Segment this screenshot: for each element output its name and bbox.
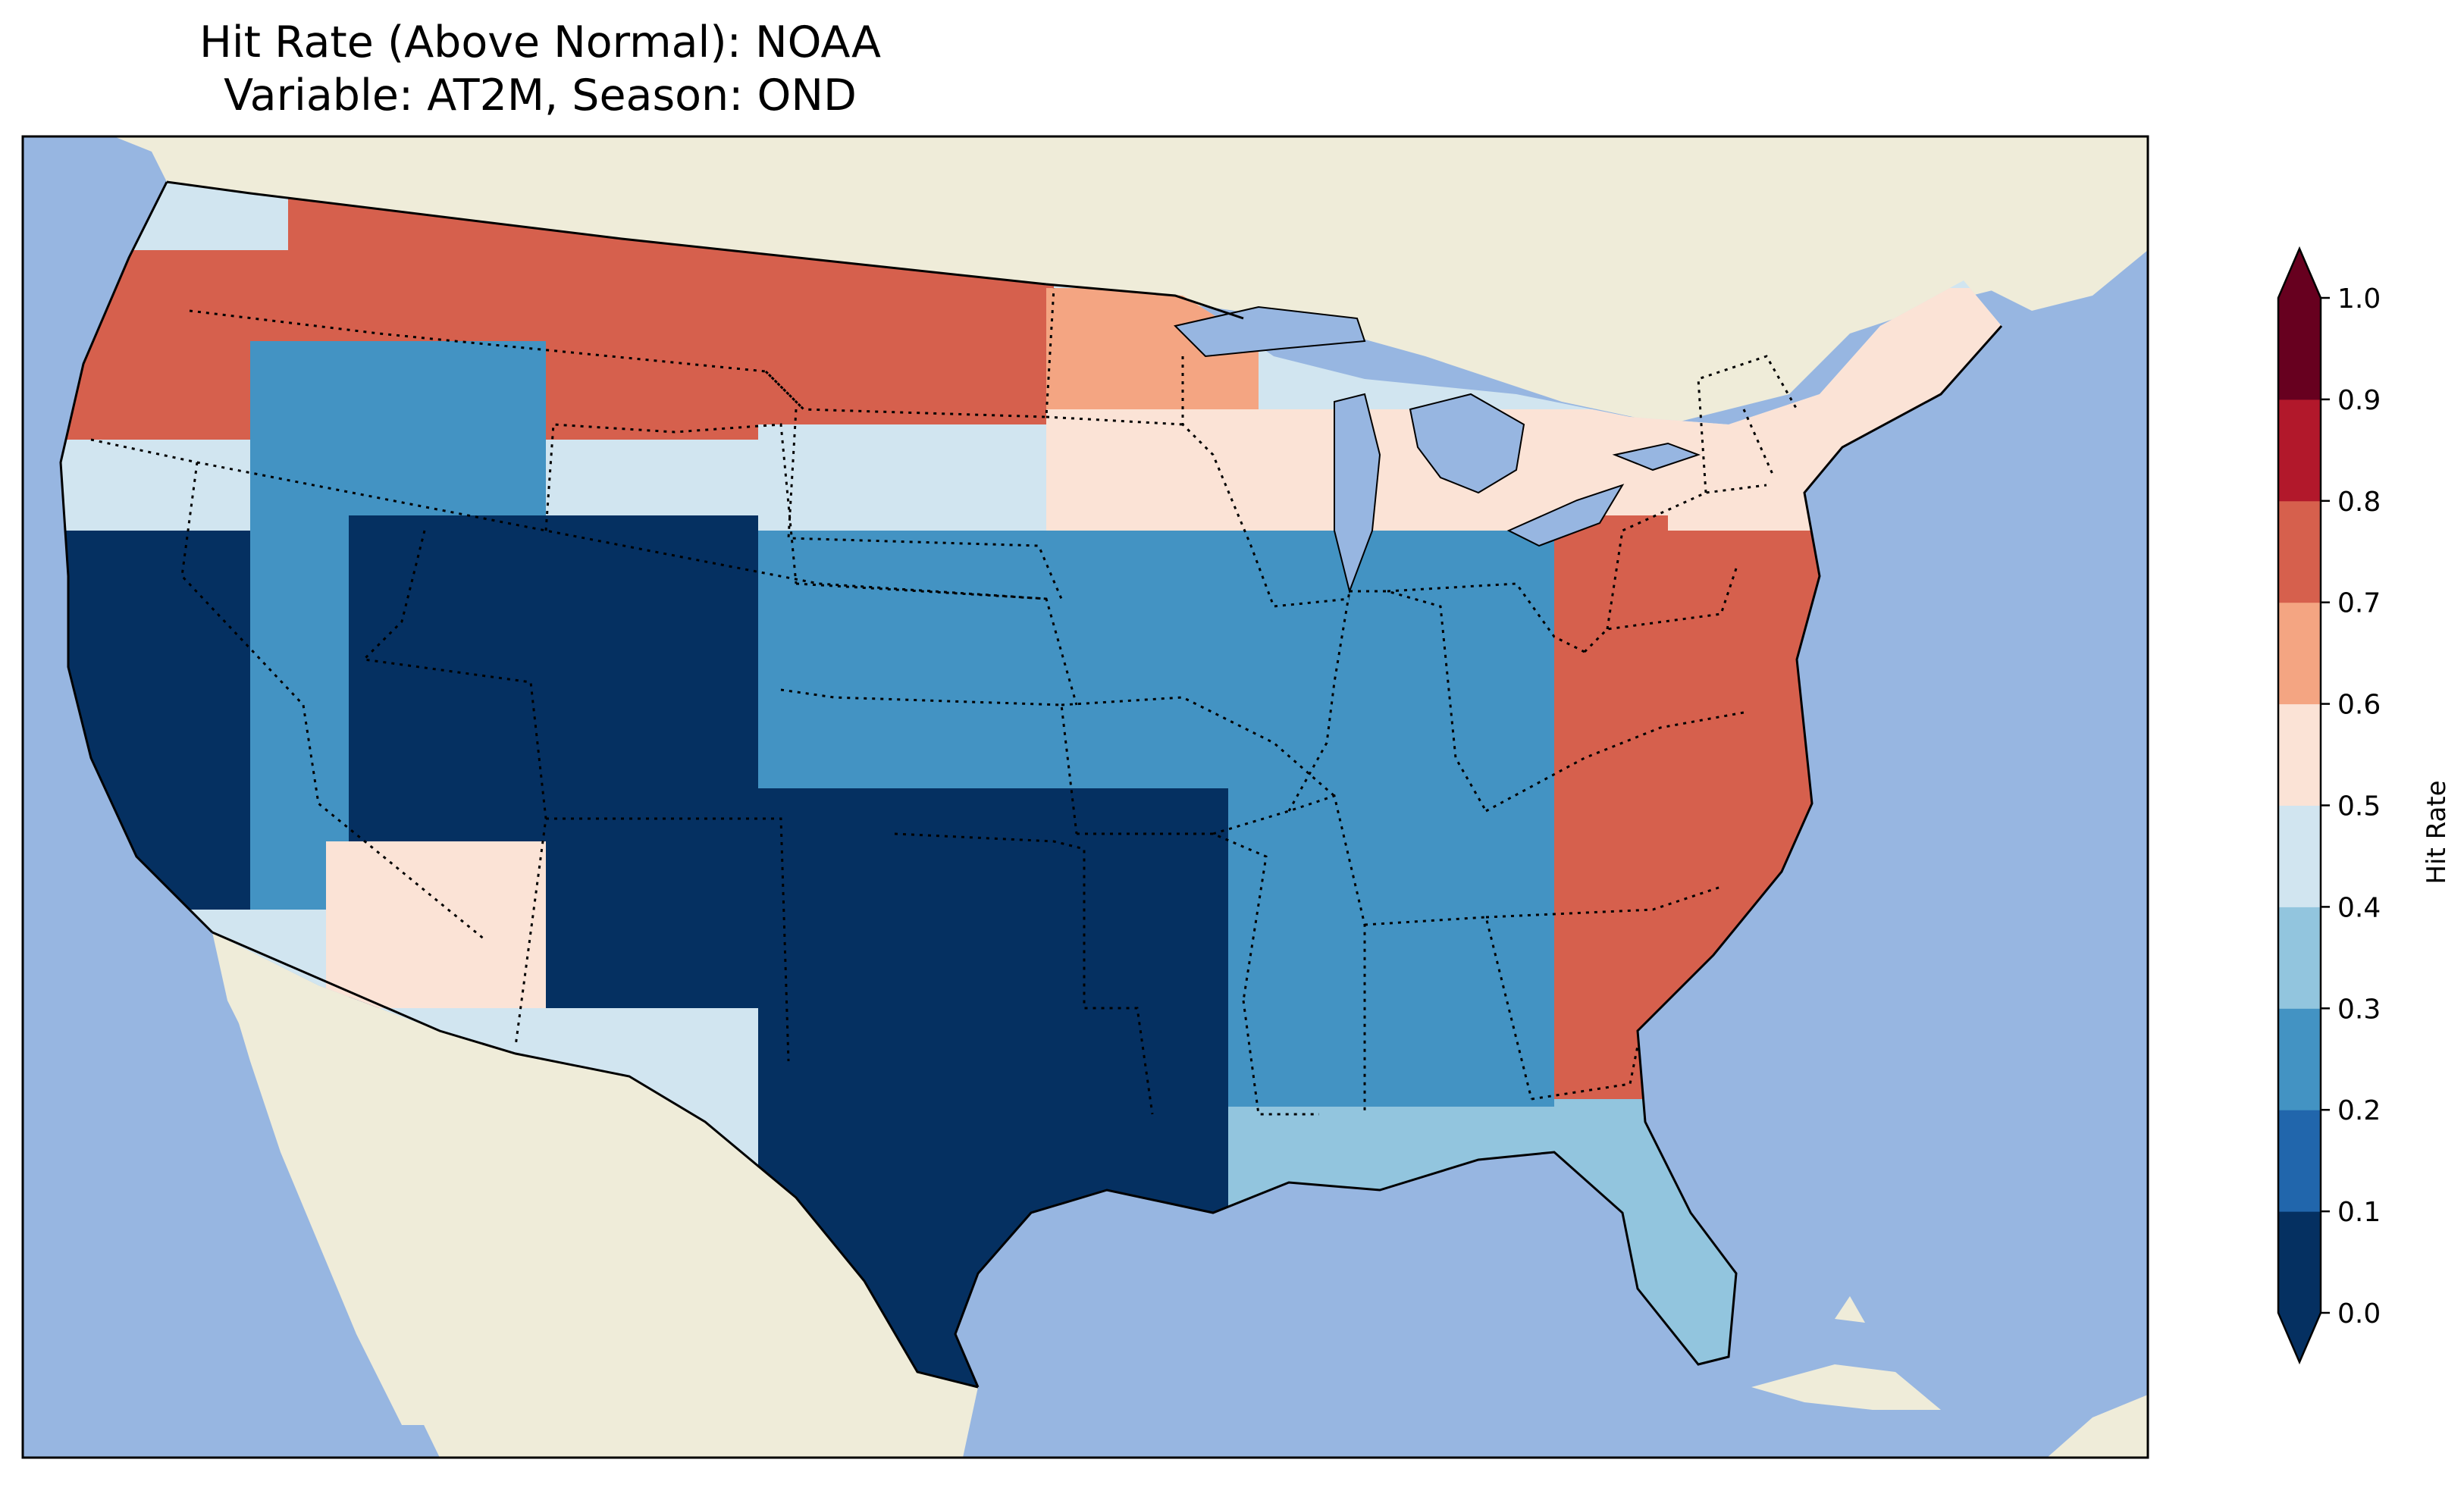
colorbar-bin [2278, 703, 2321, 806]
map-title-line-1: Hit Rate (Above Normal): NOAA [199, 17, 882, 67]
colorbar-tick-label: 0.9 [2337, 385, 2381, 416]
colorbar-tick-label: 0.7 [2337, 588, 2381, 619]
hit-rate-region [326, 841, 546, 1008]
colorbar-extend-max-arrow [2278, 249, 2321, 298]
baja-california-land [227, 947, 425, 1425]
colorbar-bin [2278, 602, 2321, 705]
colorbar-bin [2278, 500, 2321, 603]
colorbar-tick-label: 0.0 [2337, 1298, 2381, 1330]
colorbar-bin [2278, 1211, 2321, 1314]
colorbar-tick-label: 0.3 [2337, 994, 2381, 1025]
lake-huron [1409, 393, 1525, 494]
colorbar-bin [2278, 907, 2321, 1009]
colorbar-tick-label: 0.5 [2337, 791, 2381, 822]
pacific-coastline [59, 181, 214, 934]
colorbar-tick-label: 0.8 [2337, 487, 2381, 518]
colorbar-bin [2278, 1008, 2321, 1110]
colorbar: 0.0 0.1 0.2 0.3 0.4 0.5 0.6 0.7 0.8 0.9 1.0 Hit Ra… [2277, 246, 2452, 1365]
map-title-line-2: Variable: AT2M, Season: OND [224, 70, 857, 121]
national-borders [166, 180, 1244, 1389]
hispaniola-land [2047, 1395, 2148, 1458]
cuba-land [1751, 1364, 1941, 1410]
colorbar-tick-label: 0.2 [2337, 1095, 2381, 1126]
colorbar-bin [2278, 1110, 2321, 1212]
atlantic-canada-land [1986, 174, 2148, 311]
hit-rate-region [652, 227, 1054, 424]
map-frame [21, 135, 2149, 1459]
canada-land [23, 136, 2148, 424]
lake-michigan [1334, 393, 1381, 594]
colorbar-tick-label: 0.6 [2337, 690, 2381, 721]
colorbar-label: Hit Rate [2422, 780, 2452, 884]
lake-ontario [1612, 442, 1701, 471]
colorbar-tick-label: 1.0 [2337, 283, 2381, 315]
lake-superior [1174, 305, 1366, 358]
colorbar-bin [2278, 805, 2321, 907]
bahamas-land [1835, 1296, 1865, 1323]
lake-erie [1506, 484, 1625, 547]
colorbar-bin [2278, 298, 2321, 400]
state-borders [90, 287, 1798, 1116]
colorbar-tick-label: 0.1 [2337, 1197, 2381, 1228]
atlantic-gulf-coastline [954, 325, 2003, 1388]
colorbar-extend-min-arrow [2278, 1313, 2321, 1362]
colorbar-tick-label: 0.4 [2337, 892, 2381, 923]
hit-rate-region [1228, 834, 1554, 1107]
colorbar-bin [2278, 399, 2321, 502]
